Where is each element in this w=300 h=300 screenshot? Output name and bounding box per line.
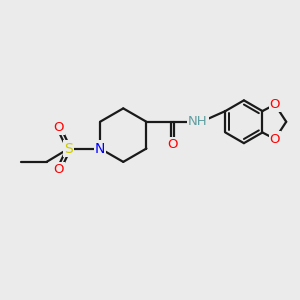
Text: NH: NH (188, 115, 208, 128)
Text: O: O (167, 138, 178, 152)
Text: O: O (270, 98, 280, 111)
Text: O: O (270, 133, 280, 146)
Text: O: O (53, 121, 64, 134)
Text: O: O (53, 164, 64, 176)
Text: N: N (95, 142, 105, 155)
Text: S: S (64, 142, 73, 155)
